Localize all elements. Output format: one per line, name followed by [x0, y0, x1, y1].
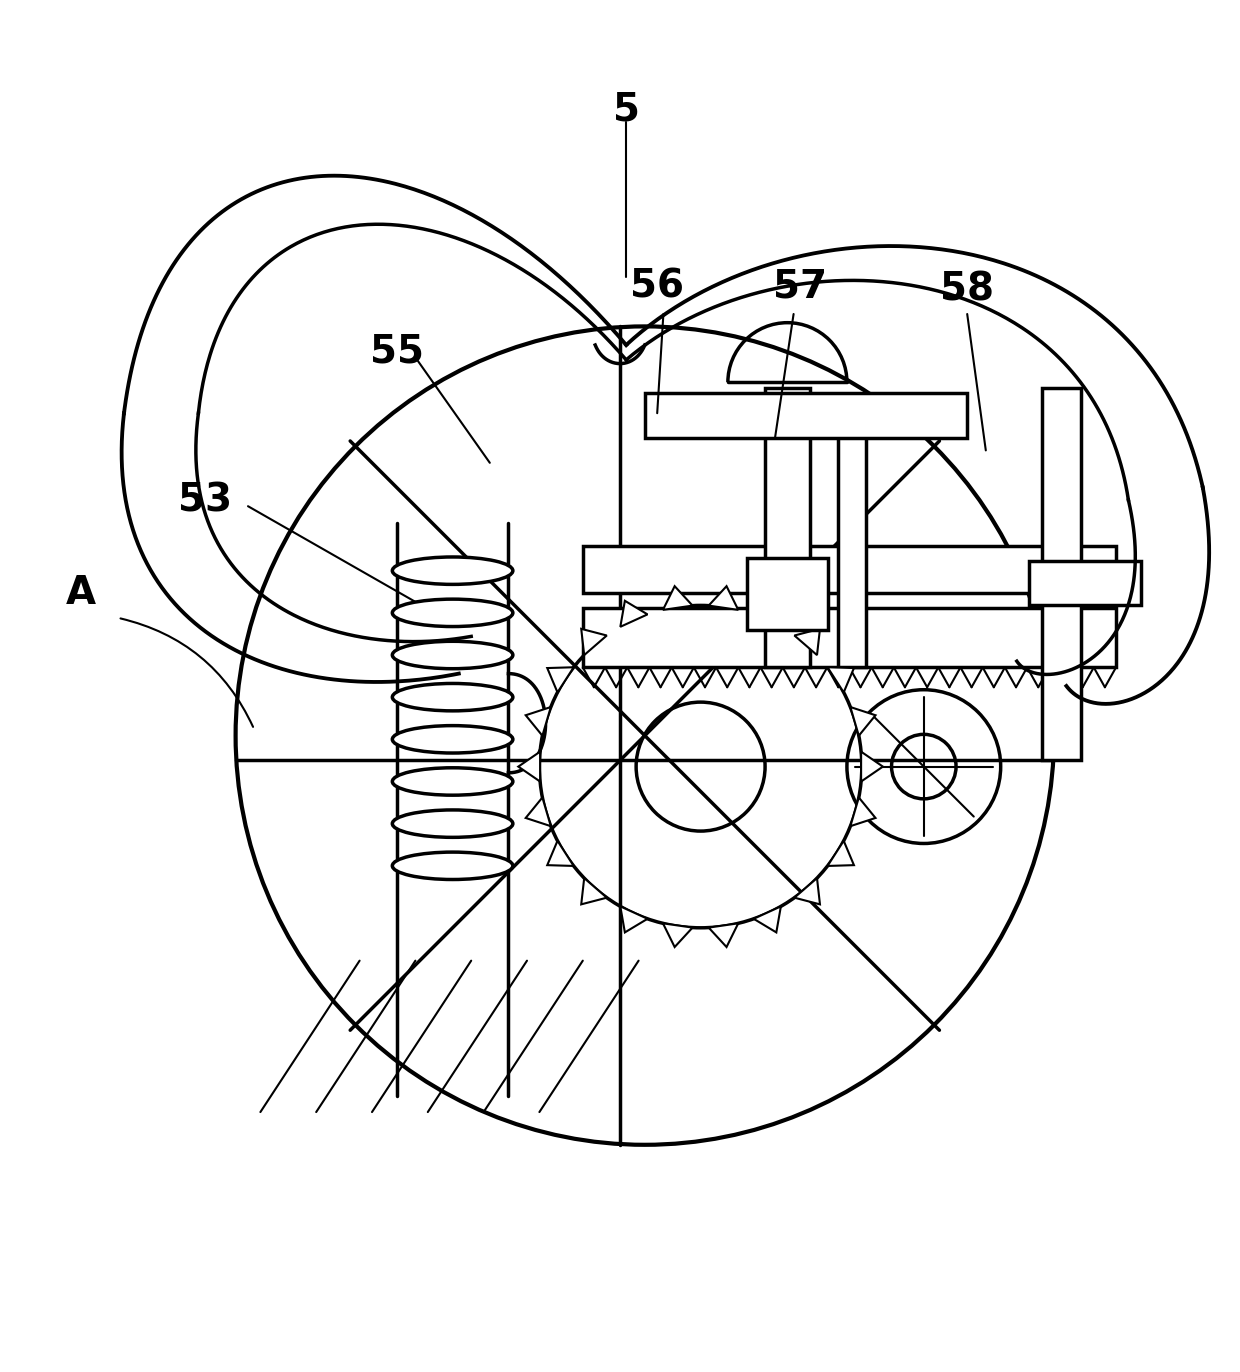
Bar [645, 394, 967, 438]
Polygon shape [663, 923, 693, 947]
Ellipse shape [392, 809, 513, 837]
Polygon shape [708, 586, 738, 609]
Ellipse shape [392, 683, 513, 711]
Polygon shape [547, 667, 574, 693]
Ellipse shape [392, 557, 513, 584]
Text: 55: 55 [370, 332, 424, 370]
Polygon shape [795, 628, 820, 654]
Text: 56: 56 [630, 268, 684, 306]
Polygon shape [620, 907, 647, 933]
Polygon shape [518, 752, 541, 782]
Bar [583, 546, 1116, 593]
Text: 53: 53 [177, 482, 232, 519]
Polygon shape [526, 707, 551, 735]
Bar [583, 608, 1116, 667]
Polygon shape [827, 667, 854, 693]
Ellipse shape [392, 726, 513, 753]
Polygon shape [754, 907, 781, 933]
Ellipse shape [392, 852, 513, 879]
Polygon shape [851, 707, 875, 735]
Polygon shape [861, 752, 883, 782]
Polygon shape [708, 923, 738, 947]
Polygon shape [795, 878, 820, 904]
Text: 5: 5 [613, 91, 640, 129]
Polygon shape [851, 797, 875, 826]
Polygon shape [663, 586, 693, 609]
Bar [746, 558, 828, 630]
Text: 58: 58 [940, 270, 994, 309]
Ellipse shape [392, 768, 513, 796]
Bar [1029, 561, 1141, 605]
Text: 57: 57 [773, 268, 827, 306]
Polygon shape [827, 841, 854, 866]
Polygon shape [547, 841, 574, 866]
Ellipse shape [392, 600, 513, 627]
Bar [765, 388, 810, 667]
Polygon shape [754, 601, 781, 627]
Polygon shape [620, 601, 647, 627]
Polygon shape [582, 878, 606, 904]
Bar [1042, 388, 1081, 760]
Polygon shape [526, 797, 551, 826]
Ellipse shape [392, 641, 513, 668]
Text: A: A [66, 573, 95, 612]
Polygon shape [582, 628, 606, 654]
Bar [838, 420, 866, 667]
